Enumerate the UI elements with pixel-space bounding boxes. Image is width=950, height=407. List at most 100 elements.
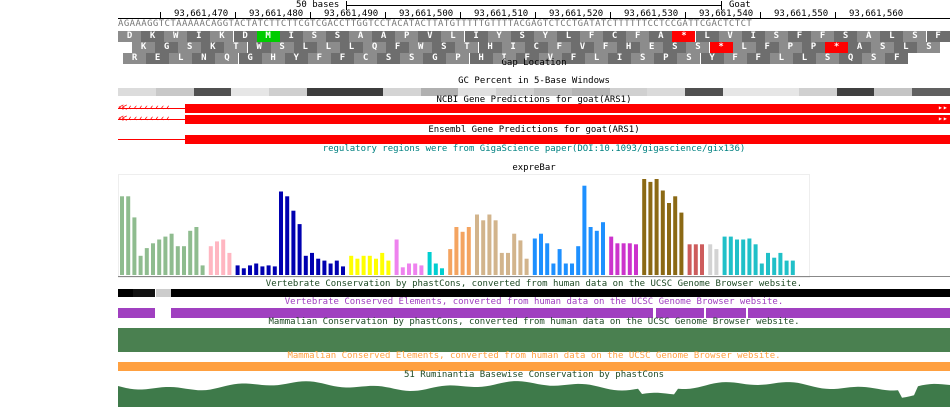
- mammalian-elements-track[interactable]: [118, 362, 950, 371]
- ncbi-strand-arrow-left-2: ≪‹‹‹‹‹‹‹‹: [118, 114, 171, 124]
- expre-bar-8-3: [551, 263, 556, 275]
- expre-bar-6-0: [448, 249, 453, 275]
- vertebrate-elements-track[interactable]: [118, 308, 950, 318]
- gc-window: [874, 88, 913, 96]
- ensembl-exon[interactable]: [185, 135, 950, 144]
- expre-bar-9-3: [627, 243, 632, 275]
- expre-bar-2-3: [254, 263, 259, 275]
- amino-acid: I: [608, 53, 632, 64]
- expre-bar-8-8: [582, 185, 587, 275]
- ncbi-gene-track[interactable]: ≪‹‹‹‹‹‹‹‹ ▸▸ ≪‹‹‹‹‹‹‹‹ ▸▸: [118, 103, 950, 128]
- gc-percent-label: GC Percent in 5-Base Windows: [458, 76, 610, 86]
- ncbi-exon-2[interactable]: [185, 115, 950, 124]
- amino-acid: L: [316, 42, 340, 53]
- expre-bar-8-5: [563, 263, 568, 275]
- ruler-tick: [760, 12, 761, 19]
- translation-frame-1[interactable]: D K W I K D M I S S A A P V L I Y S Y L F C F A * L V I S F F S A L S F: [118, 31, 950, 42]
- mammalian-conservation-label: Mammalian Conservation by phastCons, con…: [268, 317, 800, 327]
- gc-window: [420, 88, 459, 96]
- ruler-tick: [685, 12, 686, 19]
- expre-bar-7-6: [512, 233, 517, 275]
- gc-window: [912, 88, 950, 96]
- expre-bar-7-4: [499, 252, 504, 275]
- amino-acid: F: [547, 42, 571, 53]
- amino-acid: L: [169, 53, 193, 64]
- amino-acid: F: [787, 31, 811, 42]
- exprebar-label: expreBar: [512, 163, 556, 173]
- amino-acid: H: [478, 42, 502, 53]
- ruminantia-conservation-label: 51 Ruminantia Basewise Conservation by p…: [403, 370, 665, 380]
- expre-bar-7-5: [506, 252, 510, 275]
- amino-acid: F: [723, 53, 747, 64]
- expre-bar-0-6: [157, 239, 162, 275]
- expre-bar-1-3: [227, 252, 232, 275]
- ensembl-gene-track[interactable]: [118, 135, 950, 144]
- amino-acid: P: [395, 31, 419, 42]
- expre-bar-3-0: [349, 255, 354, 275]
- amino-acid: S: [917, 42, 941, 53]
- ruler-label: 93,661,490: [324, 9, 379, 19]
- amino-acid: F: [746, 53, 770, 64]
- scale-label: 50 bases: [296, 0, 340, 10]
- gc-percent-track[interactable]: [118, 88, 950, 96]
- amino-acid: P: [801, 42, 825, 53]
- regulatory-regions-label[interactable]: regulatory regions were from GigaScience…: [322, 144, 746, 154]
- ruminantia-conservation-track[interactable]: [118, 381, 950, 407]
- amino-acid: E: [146, 53, 170, 64]
- amino-acid: C: [603, 31, 627, 42]
- amino-acid: L: [732, 42, 756, 53]
- expre-bar-2-12: [310, 252, 314, 275]
- amino-acid: S: [663, 42, 687, 53]
- vertebrate-element: [171, 308, 653, 318]
- expre-bar-13-3: [741, 239, 746, 275]
- expre-bar-4-4: [419, 265, 424, 275]
- amino-acid: I: [741, 31, 765, 42]
- amino-acid: D: [233, 31, 257, 42]
- vertebrate-conservation-label: Vertebrate Conservation by phastCons, co…: [265, 279, 803, 289]
- mammalian-conservation-track[interactable]: [118, 328, 950, 352]
- amino-acid: S: [764, 31, 788, 42]
- amino-acid: R: [123, 53, 147, 64]
- ruler-tick: [835, 12, 836, 19]
- amino-acid: F: [811, 31, 835, 42]
- base-position-ruler[interactable]: 93,661,470 93,661,480 93,661,490 93,661,500…: [0, 10, 950, 19]
- expre-bar-11-2: [700, 244, 704, 275]
- expre-bar-3-1: [355, 258, 360, 275]
- exprebar-panel[interactable]: [118, 174, 810, 278]
- expre-bar-11-0: [687, 244, 692, 275]
- stop-codon: *: [825, 42, 849, 53]
- stop-codon: *: [709, 42, 733, 53]
- amino-acid: P: [778, 42, 802, 53]
- expre-bar-6-3: [466, 227, 471, 275]
- expre-bar-2-6: [272, 266, 277, 275]
- ruler-tick: [535, 12, 536, 19]
- ruler-label: 93,661,540: [699, 9, 754, 19]
- amino-acid: Y: [284, 53, 308, 64]
- expre-bar-2-9: [291, 210, 296, 275]
- ncbi-strand-arrow-right-2: ▸▸: [938, 114, 948, 123]
- amino-acid: F: [885, 53, 909, 64]
- amino-acid: G: [155, 42, 179, 53]
- amino-acid: W: [247, 42, 271, 53]
- expre-bar-8-9: [588, 227, 593, 275]
- mammalian-elements-label: Mammalian Conserved Elements, converted …: [287, 351, 781, 361]
- expre-bar-8-7: [576, 246, 581, 275]
- amino-acid: A: [848, 42, 872, 53]
- ncbi-gene-label: NCBI Gene Predictions for goat(ARS1): [436, 95, 632, 105]
- gc-window: [534, 88, 573, 96]
- expre-bar-10-2: [654, 179, 659, 275]
- vertebrate-conservation-track[interactable]: [118, 289, 950, 297]
- expre-bar-4-0: [394, 239, 399, 275]
- amino-acid: K: [201, 42, 225, 53]
- expre-bar-8-4: [557, 249, 562, 275]
- expre-bar-9-1: [615, 243, 620, 275]
- expre-bar-10-4: [667, 203, 671, 275]
- gc-window: [609, 88, 648, 96]
- expre-bar-4-1: [400, 267, 405, 275]
- amino-acid: I: [279, 31, 303, 42]
- translation-frame-2[interactable]: K G S K T W S L L L Q F W S T H I C F V F H E S S * L F P P * A S L S: [118, 42, 950, 53]
- vertebrate-conservation-segment: [118, 289, 133, 297]
- ncbi-exon-1[interactable]: [185, 104, 950, 113]
- amino-acid: Q: [215, 53, 239, 64]
